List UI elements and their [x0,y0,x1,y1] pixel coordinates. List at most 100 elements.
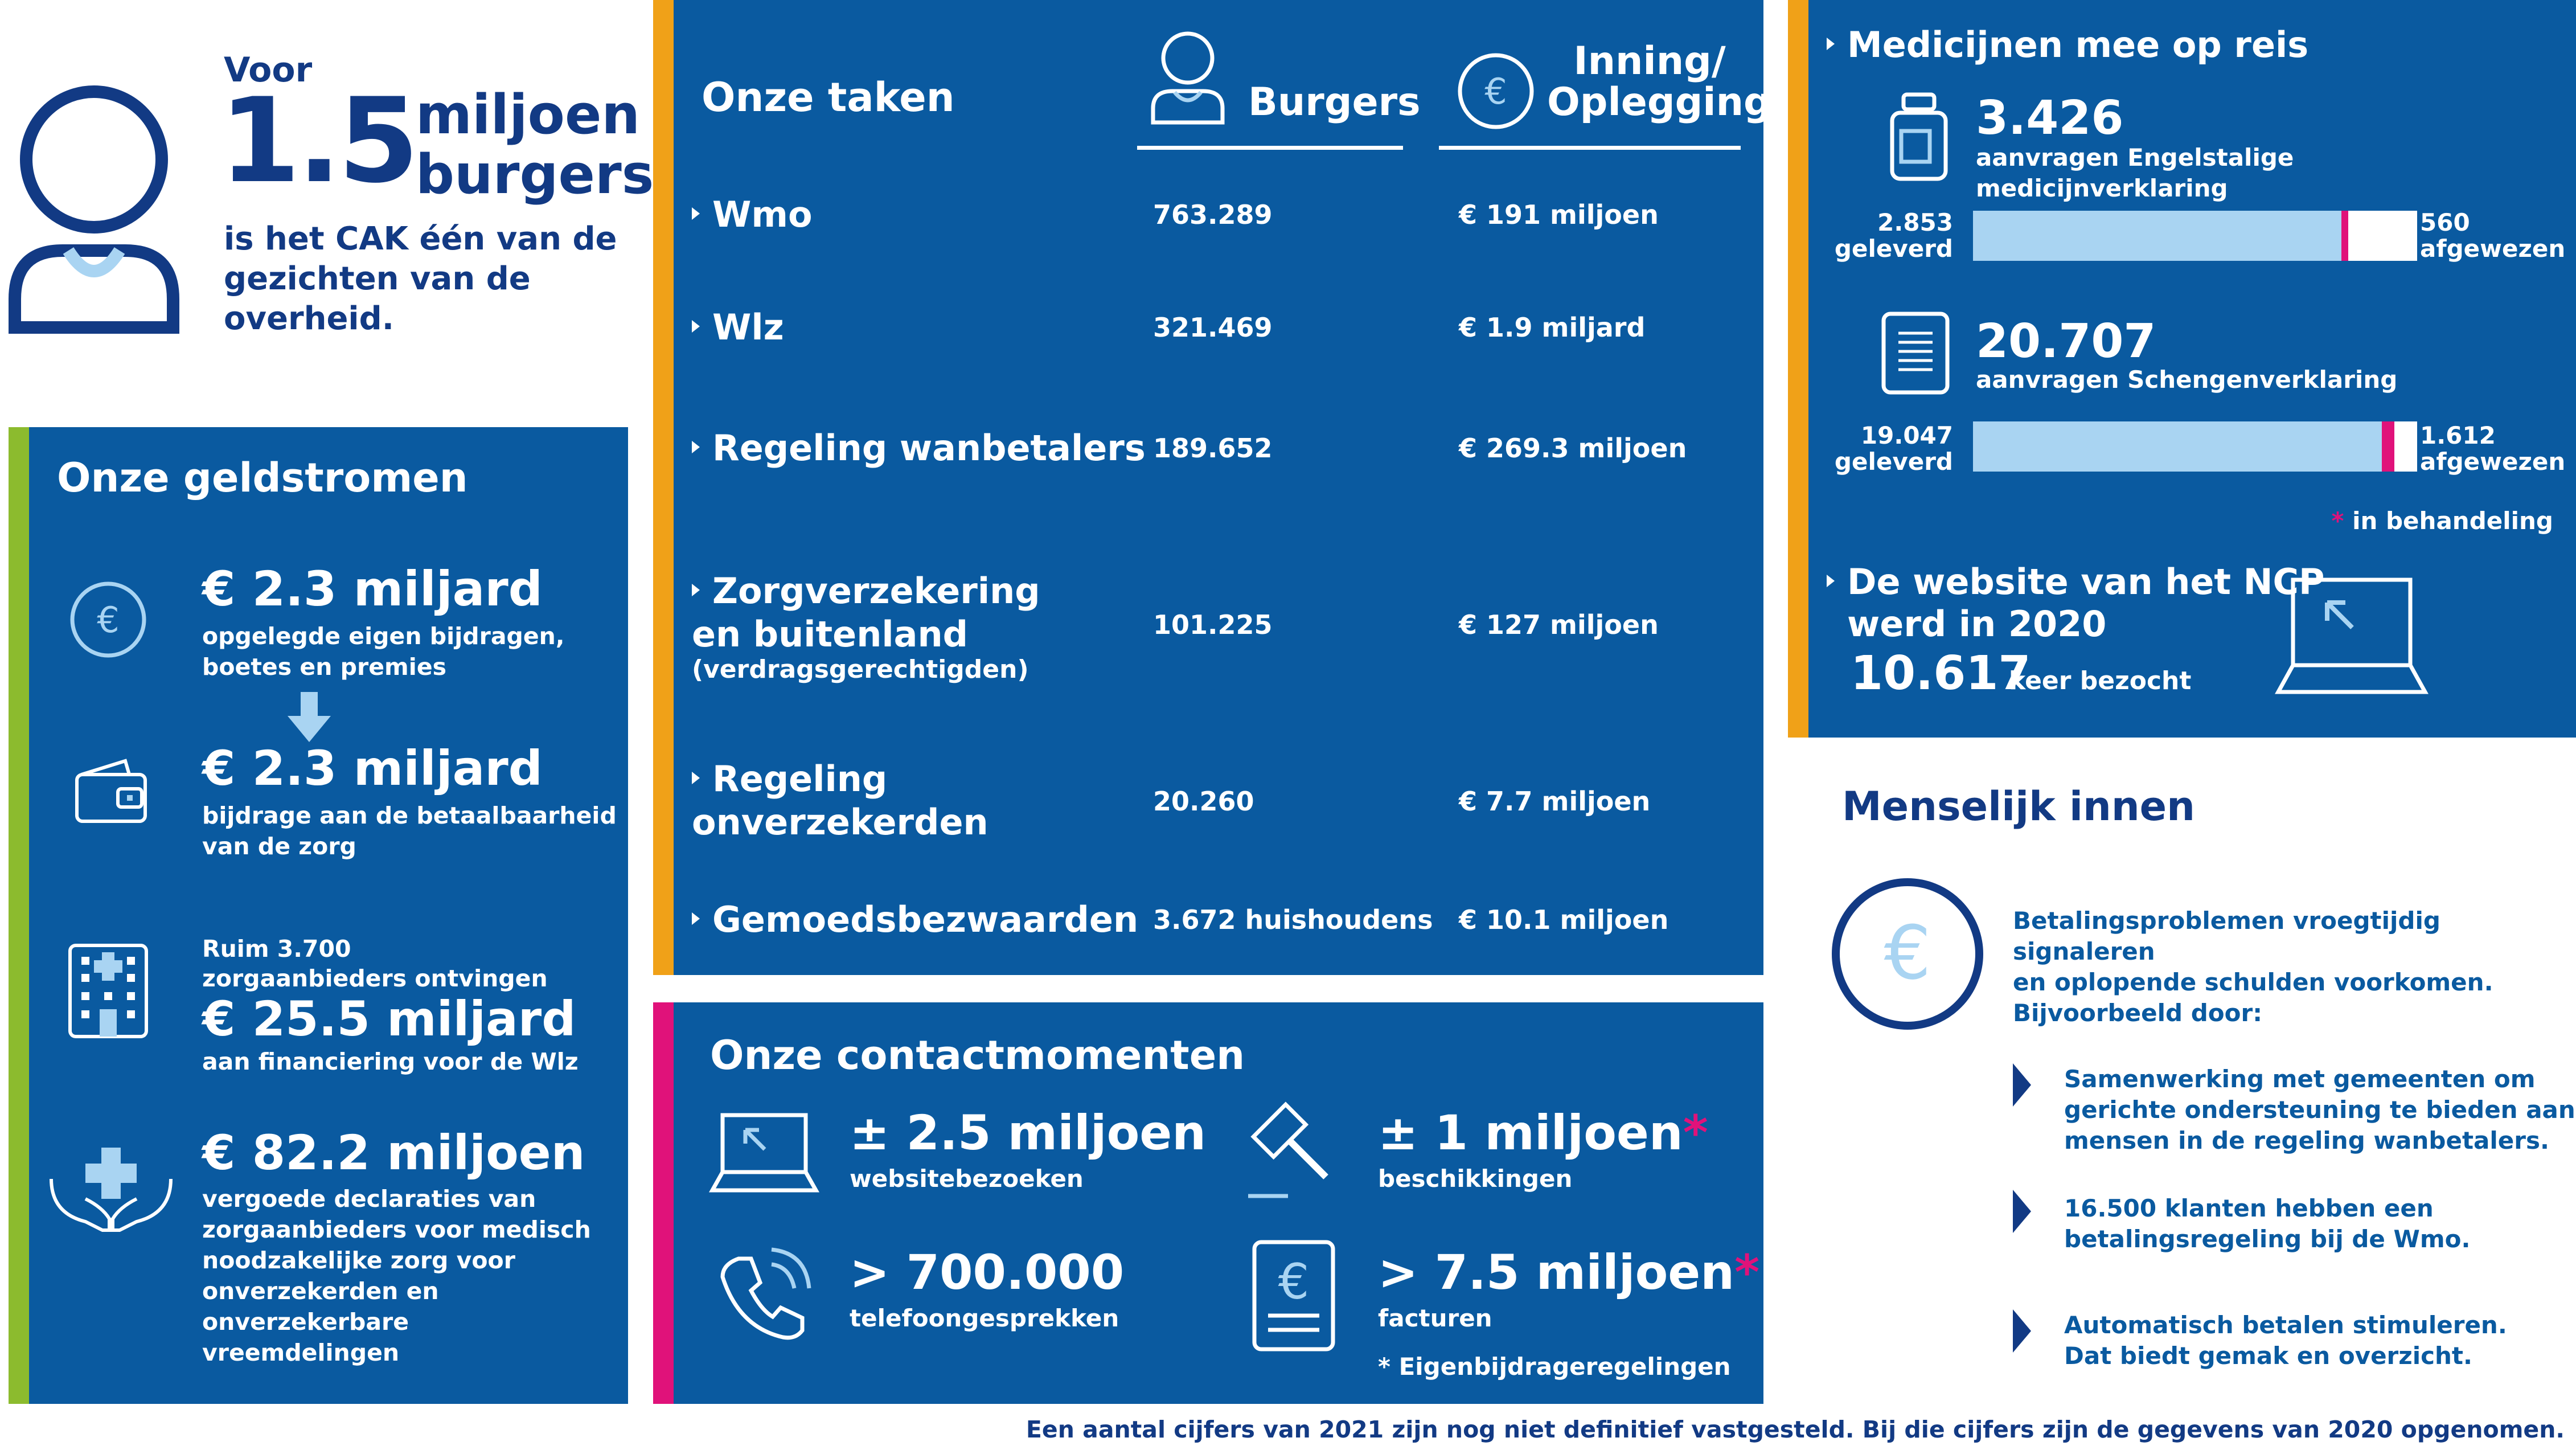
medicijn-bar [1973,211,2417,261]
geldstroom-desc: opgelegde eigen bijdragen, boetes en pre… [202,621,564,682]
geldstroom-amount: € 2.3 miljard [202,740,543,796]
wallet-icon [75,759,147,823]
svg-text:€: € [97,599,119,641]
medicijnen-title-text: Medicijnen mee op reis [1847,24,2309,65]
taak-label: Gemoedsbezwaarden [692,899,1138,940]
bullet-line: betalingsregeling bij de Wmo. [2064,1225,2471,1253]
geldstroom-desc: bijdrage aan de betaalbaarheid van de zo… [202,800,617,862]
pill-bottle-icon [1890,92,1948,181]
contact-label: websitebezoeken [850,1165,1084,1193]
geldstromen-panel: Onze geldstromen € € 2.3 miljard opgeleg… [9,427,628,1404]
bullet-line: mensen in de regeling wanbetalers. [2064,1127,2549,1154]
taak-label-text: Wlz [712,306,784,348]
taak-label-sub: (verdragsgerechtigden) [692,655,1029,684]
website-title-text: De website van het NCP [1847,561,2325,603]
hero-unit-miljoen: miljoen [416,84,641,146]
medicijnen-panel: Medicijnen mee op reis 3.426 aanvragen E… [1788,0,2576,738]
medicijn-bar [1973,421,2417,472]
hero-description: is het CAK één van de gezichten van de o… [224,219,617,339]
svg-text:€: € [1484,71,1507,112]
desc-line: noodzakelijke zorg voor [202,1247,515,1274]
contact-value: ± 1 miljoen* [1378,1105,1708,1161]
website-title-text: werd in 2020 [1847,603,2107,645]
desc-line: opgelegde eigen bijdragen, [202,622,565,650]
geldstroom-amount: € 2.3 miljard [202,561,543,617]
menselijk-intro: Betalingsproblemen vroegtijdig signalere… [2013,906,2576,1029]
intro-line: Bijvoorbeeld door: [2013,999,2263,1027]
bullet-line: Samenwerking met gemeenten om [2064,1065,2536,1093]
bullet-line: gerichte ondersteuning te bieden aan [2064,1096,2575,1124]
geldstroom-amount: € 82.2 miljoen [202,1125,585,1181]
accent-bar [653,1002,674,1404]
geldstromen-title: Onze geldstromen [57,454,468,501]
contact-footnote: * Eigenbijdrageregelingen [1378,1353,1731,1381]
arrow-down-icon [288,692,331,742]
hero-number: 1.5 [219,73,419,209]
taak-burgers: 101.225 [1153,609,1273,640]
chevron-right-icon [692,771,700,784]
care-hands-icon [50,1148,173,1232]
desc-line: boetes en premies [202,653,447,681]
hero-desc-line: gezichten van de [224,260,531,297]
header-line: Oplegging [1547,80,1771,125]
medicijn-desc: aanvragen Schengenverklaring [1976,366,2398,394]
contact-panel: Onze contactmomenten ± 2.5 miljoen websi… [653,1002,1763,1404]
chevron-right-icon [692,320,700,333]
medicijnen-title: Medicijnen mee op reis [1827,24,2308,65]
hero-desc-line: is het CAK één van de [224,220,617,257]
medicijn-value: 20.707 [1976,314,2156,368]
menselijk-bullet: Automatisch betalen stimuleren. Dat bied… [2064,1310,2507,1371]
chevron-right-icon [692,207,700,220]
bar-geleverd [1973,211,2342,261]
contact-value: > 7.5 miljoen* [1378,1244,1759,1300]
hospital-icon [68,944,148,1038]
geleverd-text: geleverd [1834,448,1953,476]
geleverd-label: 2.853 geleverd [1833,210,1953,262]
invoice-icon: € [1252,1240,1335,1351]
taak-label: Regeling wanbetalers [692,427,1146,469]
geldstroom-amount: € 25.5 miljard [202,991,576,1047]
person-icon [1151,31,1225,125]
person-icon [9,85,179,334]
menselijk-bullet: Samenwerking met gemeenten om gerichte o… [2064,1064,2575,1156]
afgewezen-label: 560 afgewezen [2420,210,2565,262]
taak-burgers: 3.672 huishoudens [1153,904,1433,935]
laptop-icon [2275,577,2429,694]
accent-bar [1788,0,1808,738]
desc-line: onverzekerden en onverzekerbare [202,1277,439,1336]
intro-line: en oplopende schulden voorkomen. [2013,968,2493,996]
taak-label: Zorgverzekering en buitenland (verdragsg… [692,570,1040,683]
taak-label-text: onverzekerden [692,801,988,843]
taak-inning: € 10.1 miljoen [1459,904,1669,935]
hero-desc-line: overheid. [224,300,394,337]
afgewezen-text: afgewezen [2420,235,2566,263]
bullet-line: 16.500 klanten hebben een [2064,1194,2434,1222]
website-title: De website van het NCP werd in 2020 [1827,561,2324,645]
geleverd-text: geleverd [1834,235,1953,263]
afgewezen-label: 1.612 afgewezen [2420,423,2565,475]
contact-label: beschikkingen [1378,1165,1573,1193]
svg-text:€: € [1884,910,1931,996]
svg-text:€: € [1278,1254,1310,1310]
geldstroom-desc: aan financiering voor de Wlz [202,1048,579,1075]
afgewezen-num: 1.612 [2420,421,2496,449]
gavel-icon [1248,1101,1328,1198]
taak-label: Wlz [692,306,784,348]
chevron-right-icon [692,440,700,453]
geleverd-num: 19.047 [1860,421,1953,449]
contact-label: telefoongesprekken [850,1304,1119,1332]
euro-circle-icon: € [70,581,146,658]
intro-line: Betalingsproblemen vroegtijdig signalere… [2013,907,2440,965]
chevron-right-icon [1827,574,1835,587]
desc-line: zorgaanbieders voor medisch [202,1216,591,1243]
chevron-right-icon [692,912,700,925]
chevron-right-icon [692,583,700,596]
legend-star: * [2331,507,2344,535]
medicijn-desc: aanvragen Engelstalige medicijnverklarin… [1976,142,2294,204]
hero-unit-burgers: burgers [416,144,654,206]
taak-inning: € 269.3 miljoen [1459,433,1687,464]
chevron-right-icon [1827,37,1835,50]
euro-circle-icon: € [1458,53,1534,129]
menselijk-title: Menselijk innen [1842,783,2195,830]
col-burgers-header: Burgers [1248,80,1421,125]
